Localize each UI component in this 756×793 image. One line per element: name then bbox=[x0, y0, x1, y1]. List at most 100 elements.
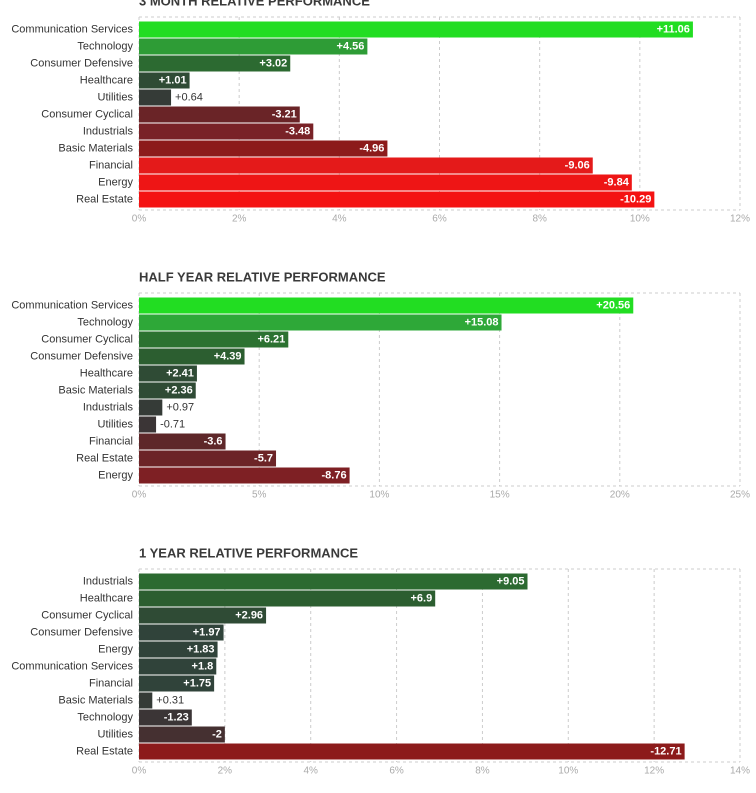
x-tick-label: 8% bbox=[475, 766, 490, 777]
value-label: -10.29 bbox=[620, 193, 651, 205]
x-tick-label: 10% bbox=[558, 766, 578, 777]
chart-title: HALF YEAR RELATIVE PERFORMANCE bbox=[139, 269, 386, 284]
x-tick-label: 12% bbox=[644, 766, 664, 777]
value-label: +15.08 bbox=[465, 316, 499, 328]
bar bbox=[139, 348, 245, 365]
category-label: Healthcare bbox=[80, 367, 133, 379]
bar bbox=[139, 467, 350, 484]
category-label: Utilities bbox=[98, 418, 134, 430]
x-tick-label: 20% bbox=[610, 490, 630, 501]
value-label: -1.23 bbox=[164, 711, 189, 723]
bar bbox=[139, 416, 157, 433]
value-label: -5.7 bbox=[254, 452, 273, 464]
value-label: +2.41 bbox=[166, 367, 194, 379]
value-label: +1.97 bbox=[193, 626, 221, 638]
category-label: Real Estate bbox=[76, 745, 133, 757]
value-label: -9.84 bbox=[604, 176, 630, 188]
x-tick-label: 0% bbox=[132, 766, 147, 777]
category-label: Consumer Defensive bbox=[30, 350, 133, 362]
bar bbox=[139, 590, 436, 607]
category-label: Utilities bbox=[98, 728, 134, 740]
x-tick-label: 4% bbox=[332, 214, 347, 225]
value-label: +3.02 bbox=[259, 57, 287, 69]
value-label: +2.96 bbox=[235, 609, 263, 621]
category-label: Consumer Defensive bbox=[30, 57, 133, 69]
category-label: Industrials bbox=[83, 575, 134, 587]
category-label: Consumer Cyclical bbox=[41, 333, 133, 345]
value-label: -3.48 bbox=[285, 125, 310, 137]
x-tick-label: 15% bbox=[490, 490, 510, 501]
bar bbox=[139, 607, 267, 624]
bar bbox=[139, 331, 289, 348]
category-label: Utilities bbox=[98, 91, 134, 103]
bar bbox=[139, 123, 314, 140]
bar bbox=[139, 157, 593, 174]
x-tick-label: 8% bbox=[532, 214, 547, 225]
category-label: Industrials bbox=[83, 125, 134, 137]
bar bbox=[139, 399, 163, 416]
bar bbox=[139, 382, 196, 399]
value-label: +1.01 bbox=[159, 74, 187, 86]
category-label: Energy bbox=[98, 643, 133, 655]
category-label: Technology bbox=[77, 316, 133, 328]
bar bbox=[139, 641, 218, 658]
category-label: Basic Materials bbox=[58, 384, 133, 396]
category-label: Energy bbox=[98, 469, 133, 481]
bar bbox=[139, 21, 693, 38]
category-label: Communication Services bbox=[11, 299, 133, 311]
category-label: Financial bbox=[89, 435, 133, 447]
x-tick-label: 10% bbox=[630, 214, 650, 225]
value-label: -3.21 bbox=[272, 108, 297, 120]
bar bbox=[139, 314, 502, 331]
x-tick-label: 2% bbox=[218, 766, 233, 777]
value-label: +4.56 bbox=[337, 40, 365, 52]
chart-title: 1 YEAR RELATIVE PERFORMANCE bbox=[139, 545, 358, 560]
value-label: +6.9 bbox=[410, 592, 432, 604]
x-tick-label: 12% bbox=[730, 214, 750, 225]
value-label: -9.06 bbox=[565, 159, 590, 171]
bar bbox=[139, 174, 632, 191]
value-label: +1.75 bbox=[183, 677, 211, 689]
bar bbox=[139, 450, 277, 467]
bar bbox=[139, 709, 192, 726]
value-label: +2.36 bbox=[165, 384, 193, 396]
bar bbox=[139, 106, 300, 123]
category-label: Real Estate bbox=[76, 193, 133, 205]
category-label: Consumer Cyclical bbox=[41, 609, 133, 621]
value-label: +20.56 bbox=[596, 299, 630, 311]
value-label: -3.6 bbox=[204, 435, 223, 447]
value-label: -12.71 bbox=[650, 745, 681, 757]
value-label: +9.05 bbox=[497, 575, 525, 587]
category-label: Basic Materials bbox=[58, 142, 133, 154]
bar bbox=[139, 433, 226, 450]
category-label: Technology bbox=[77, 711, 133, 723]
value-label: +6.21 bbox=[257, 333, 285, 345]
category-label: Technology bbox=[77, 40, 133, 52]
bar bbox=[139, 38, 368, 55]
bar bbox=[139, 624, 224, 641]
bar bbox=[139, 365, 197, 382]
x-tick-label: 5% bbox=[252, 490, 267, 501]
category-label: Energy bbox=[98, 176, 133, 188]
category-label: Communication Services bbox=[11, 23, 133, 35]
bar bbox=[139, 72, 190, 89]
bar bbox=[139, 743, 685, 760]
bar bbox=[139, 191, 655, 208]
category-label: Communication Services bbox=[11, 660, 133, 672]
bar bbox=[139, 692, 153, 709]
bar bbox=[139, 140, 388, 157]
bar bbox=[139, 89, 172, 106]
bar bbox=[139, 55, 291, 72]
value-label: +0.64 bbox=[175, 91, 203, 103]
x-tick-label: 25% bbox=[730, 490, 750, 501]
x-tick-label: 2% bbox=[232, 214, 247, 225]
category-label: Healthcare bbox=[80, 592, 133, 604]
value-label: +0.97 bbox=[166, 401, 194, 413]
value-label: +4.39 bbox=[214, 350, 242, 362]
value-label: -2 bbox=[212, 728, 222, 740]
value-label: +1.8 bbox=[192, 660, 214, 672]
value-label: -8.76 bbox=[322, 469, 347, 481]
x-tick-label: 6% bbox=[432, 214, 447, 225]
category-label: Consumer Defensive bbox=[30, 626, 133, 638]
